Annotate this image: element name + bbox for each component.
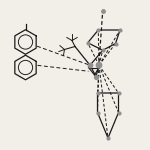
Circle shape — [96, 63, 102, 68]
